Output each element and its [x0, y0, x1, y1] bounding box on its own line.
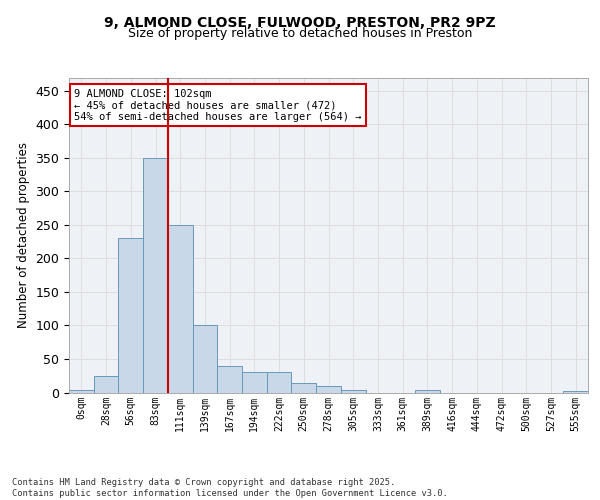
Text: Size of property relative to detached houses in Preston: Size of property relative to detached ho… — [128, 28, 472, 40]
Text: 9, ALMOND CLOSE, FULWOOD, PRESTON, PR2 9PZ: 9, ALMOND CLOSE, FULWOOD, PRESTON, PR2 9… — [104, 16, 496, 30]
Text: 9 ALMOND CLOSE: 102sqm
← 45% of detached houses are smaller (472)
54% of semi-de: 9 ALMOND CLOSE: 102sqm ← 45% of detached… — [74, 88, 362, 122]
Bar — [94, 376, 118, 392]
Bar — [341, 390, 365, 392]
Bar — [415, 390, 440, 392]
Bar — [292, 383, 316, 392]
Bar — [563, 391, 588, 392]
Bar — [118, 238, 143, 392]
Bar — [193, 326, 217, 392]
Bar — [69, 390, 94, 392]
Bar — [267, 372, 292, 392]
Bar — [217, 366, 242, 392]
Bar — [316, 386, 341, 392]
Y-axis label: Number of detached properties: Number of detached properties — [17, 142, 30, 328]
Bar — [168, 225, 193, 392]
Bar — [242, 372, 267, 392]
Text: Contains HM Land Registry data © Crown copyright and database right 2025.
Contai: Contains HM Land Registry data © Crown c… — [12, 478, 448, 498]
Bar — [143, 158, 168, 392]
